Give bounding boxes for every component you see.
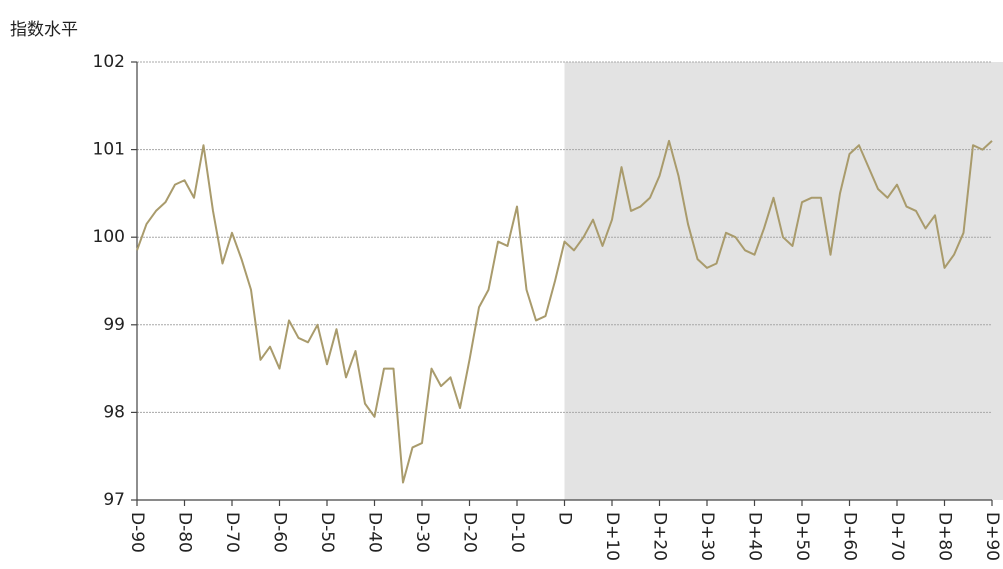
x-tick-label: D+40 bbox=[745, 512, 765, 561]
y-tick-label: 102 bbox=[93, 52, 125, 72]
x-tick-label: D+70 bbox=[887, 512, 907, 561]
x-tick-label: D+50 bbox=[792, 512, 812, 561]
x-tick-label: D-50 bbox=[317, 512, 337, 553]
y-tick-label: 101 bbox=[93, 140, 125, 160]
x-tick-label: D-90 bbox=[127, 512, 147, 553]
x-tick-label: D+80 bbox=[935, 512, 955, 561]
shaded-region bbox=[564, 62, 1003, 500]
y-tick-label: 100 bbox=[93, 227, 125, 247]
x-tick-label: D+60 bbox=[840, 512, 860, 561]
y-axis-label: 指数水平 bbox=[10, 20, 78, 40]
x-tick-label: D+30 bbox=[697, 512, 717, 561]
x-tick-label: D-20 bbox=[460, 512, 480, 553]
x-tick-label: D-40 bbox=[365, 512, 385, 553]
x-tick-label: D+10 bbox=[602, 512, 622, 561]
x-tick-label: D bbox=[555, 512, 575, 525]
y-tick-label: 97 bbox=[103, 490, 125, 510]
y-tick-label: 98 bbox=[103, 402, 125, 422]
x-tick-label: D+90 bbox=[982, 512, 1002, 561]
x-tick-label: D-30 bbox=[412, 512, 432, 553]
x-tick-label: D-60 bbox=[270, 512, 290, 553]
x-tick-label: D-70 bbox=[222, 512, 242, 553]
y-tick-label: 99 bbox=[103, 315, 125, 335]
x-tick-label: D-10 bbox=[507, 512, 527, 553]
x-tick-label: D+20 bbox=[650, 512, 670, 561]
line bbox=[136, 139, 993, 484]
x-tick-label: D-80 bbox=[175, 512, 195, 553]
